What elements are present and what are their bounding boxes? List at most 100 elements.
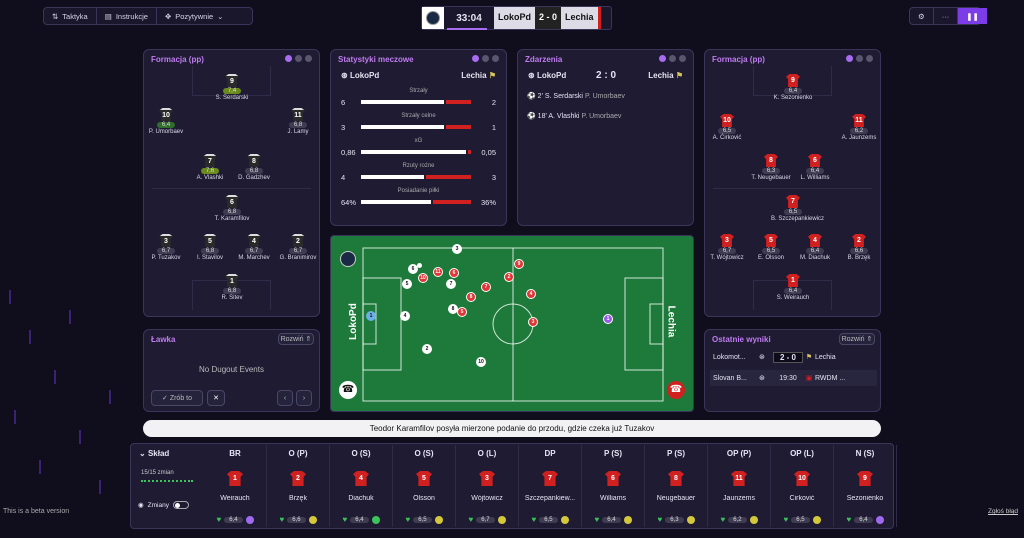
away-player-marker[interactable]: 11 (433, 267, 443, 277)
away-player-marker[interactable]: 10 (418, 273, 428, 283)
player-name: R. Sitev (221, 295, 243, 301)
toggle-switch[interactable] (172, 501, 189, 509)
formation-player[interactable]: 11 6,8 J. Lamy (276, 108, 320, 135)
player-rating: 6,4 (805, 248, 825, 254)
player-name: M. Marchev (238, 255, 270, 261)
formation-player[interactable]: 5 6,8 I. Stavilov (188, 234, 232, 261)
formation-player[interactable]: 11 6,2 A. Jaunzems (837, 114, 881, 141)
ball-icon: ⚽ (527, 113, 536, 120)
events-panel: Zdarzenia ⊛ LokoPd 2 : 0 Lechia ⚑ ⚽ 2' S… (517, 49, 694, 226)
home-player-marker[interactable]: 3 (452, 244, 462, 254)
position-label: P (S) (603, 449, 623, 458)
formation-player[interactable]: 6 6,4 L. Williams (793, 154, 837, 181)
squad-player-card[interactable]: P (S) 8 Neugebauer ♥ 6,3 (645, 445, 708, 527)
formation-player[interactable]: 10 6,5 A. Ćirković (705, 114, 749, 141)
squad-player-card[interactable]: P (S) 6 Williams ♥ 6,4 (582, 445, 645, 527)
squad-player-card[interactable]: BR 1 Weirauch ♥ 6,4 (204, 445, 267, 527)
formation-player[interactable]: 1 6,8 R. Sitev (210, 274, 254, 301)
away-player-marker[interactable]: 9 (514, 259, 524, 269)
formation-player[interactable]: 9 7,4 S. Serdarski (210, 74, 254, 101)
formation-player[interactable]: 4 6,4 M. Diachuk (793, 234, 837, 261)
squad-player-card[interactable]: O (P) 2 Brzęk ♥ 6,6 (267, 445, 330, 527)
away-player-marker[interactable]: 6 (449, 268, 459, 278)
formation-player[interactable]: 6 6,8 T. Karamfilov (210, 195, 254, 222)
player-name: P. Umorbaev (148, 129, 184, 135)
stat-away-bar (468, 150, 471, 154)
home-player-marker[interactable]: 10 (476, 357, 486, 367)
home-player-marker[interactable]: 4 (400, 311, 410, 321)
stat-home-value: 64% (341, 198, 357, 207)
cancel-button[interactable]: ✕ (207, 390, 225, 406)
club-crest-icon: ⊛ (759, 354, 765, 361)
player-name: I. Stavilov (196, 255, 223, 261)
away-player-marker[interactable]: 2 (504, 272, 514, 282)
player-name: K. Sezonienko (773, 95, 813, 101)
formation-player[interactable]: 2 6,6 B. Brzęk (837, 234, 881, 261)
shirt-icon: 3 (159, 234, 173, 247)
settings-button[interactable]: ⚙ (910, 8, 934, 24)
shirt-icon: 9 (225, 74, 239, 87)
condition-icon: ♥ (216, 515, 222, 524)
home-player-marker[interactable]: 1 (366, 311, 376, 321)
goal-event: ⚽ 2' S. Serdarski P. Umorbaev (527, 93, 625, 100)
stat-row: Strzały celne 3 1 (341, 113, 496, 135)
away-player-marker[interactable]: 5 (457, 307, 467, 317)
squad-toggle[interactable]: ⌄ Skład (139, 449, 170, 458)
instructions-button[interactable]: ▤ Instrukcje (97, 8, 157, 24)
formation-player[interactable]: 1 6,4 S. Weirauch (771, 274, 815, 301)
formation-player[interactable]: 10 6,4 P. Umorbaev (144, 108, 188, 135)
bench-expand-button[interactable]: Rozwiń ⇑ (278, 333, 314, 345)
player-name: L. Williams (800, 175, 830, 181)
formation-player[interactable]: 8 6,3 T. Neugebauer (749, 154, 793, 181)
home-player-marker[interactable]: 8 (448, 304, 458, 314)
mentality-dropdown[interactable]: ✥ Pozytywnie ⌄ (164, 11, 224, 21)
away-player-marker[interactable]: 3 (528, 317, 538, 327)
formation-player[interactable]: 8 6,8 D. Gadzhev (232, 154, 276, 181)
gear-icon: ⚙ (918, 11, 925, 21)
squad-player-card[interactable]: N (S) 9 Sezonienko ♥ 6,4 (834, 445, 897, 527)
squad-player-card[interactable]: OP (P) 11 Jaunzems ♥ 6,2 (708, 445, 771, 527)
squad-player-card[interactable]: O (S) 5 Olsson ♥ 6,5 (393, 445, 456, 527)
formation-player[interactable]: 3 6,7 P. Tuzakov (144, 234, 188, 261)
formation-player[interactable]: 7 6,5 B. Szczepankiewicz (771, 195, 824, 222)
report-bug-link[interactable]: Zgłoś błąd (988, 508, 1018, 515)
squad-player-card[interactable]: OP (L) 10 Ćirković ♥ 6,5 (771, 445, 834, 527)
result-row[interactable]: Slovan B... ⊛ 19:30 ▣ RWDM ... (710, 370, 877, 386)
pitch-lines (362, 247, 664, 402)
squad-player-card[interactable]: DP 7 Szczepankiew... ♥ 6,5 (519, 445, 582, 527)
stat-away-value: 1 (491, 123, 496, 132)
more-button[interactable]: ··· (934, 8, 959, 24)
pause-button[interactable]: ❚❚ (958, 8, 987, 24)
away-player-marker[interactable]: 4 (526, 289, 536, 299)
away-player-marker[interactable]: 1 (603, 314, 613, 324)
home-player-marker[interactable]: 5 (402, 279, 412, 289)
condition-icon: ♥ (405, 515, 411, 524)
squad-player-card[interactable]: O (L) 3 Wójtowicz ♥ 6,7 (456, 445, 519, 527)
results-expand-button[interactable]: Rozwiń ⇑ (839, 333, 875, 345)
player-rating: 6,6 (849, 248, 869, 254)
home-player-marker[interactable]: 6 (408, 264, 418, 274)
formation-player[interactable]: 2 6,7 G. Branimirov (276, 234, 320, 261)
squad-player-card[interactable]: O (S) 4 Diachuk ♥ 6,4 (330, 445, 393, 527)
away-player-marker[interactable]: 7 (481, 282, 491, 292)
subs-toggle[interactable]: ◉ Zmiany (138, 501, 189, 509)
next-button[interactable]: › (296, 390, 312, 406)
formation-player[interactable]: 4 6,7 M. Marchev (232, 234, 276, 261)
home-player-marker[interactable]: 7 (446, 279, 456, 289)
formation-player[interactable]: 7 7,6 A. Vlashki (188, 154, 232, 181)
condition-icon: ♥ (279, 515, 285, 524)
tactics-button[interactable]: ⇅ Taktyka (44, 8, 97, 24)
formation-player[interactable]: 5 6,5 E. Olsson (749, 234, 793, 261)
shirt-icon: 6 (605, 471, 621, 486)
away-player-marker[interactable]: 8 (466, 292, 476, 302)
condition-icon: ♥ (594, 515, 600, 524)
player-rating: 6,4 (224, 517, 243, 523)
panel-title: Formacja (pp) (151, 55, 204, 64)
result-row[interactable]: Lokomot... ⊛ 2 - 0 ⚑ Lechia (713, 351, 836, 363)
formation-player[interactable]: 3 6,7 T. Wójtowicz (705, 234, 749, 261)
player-rating: 6,5 (761, 248, 781, 254)
prev-button[interactable]: ‹ (277, 390, 293, 406)
substitute-button[interactable]: ✓ Zrób to (151, 390, 203, 406)
formation-player[interactable]: 9 6,4 K. Sezonienko (771, 74, 815, 101)
home-player-marker[interactable]: 2 (422, 344, 432, 354)
